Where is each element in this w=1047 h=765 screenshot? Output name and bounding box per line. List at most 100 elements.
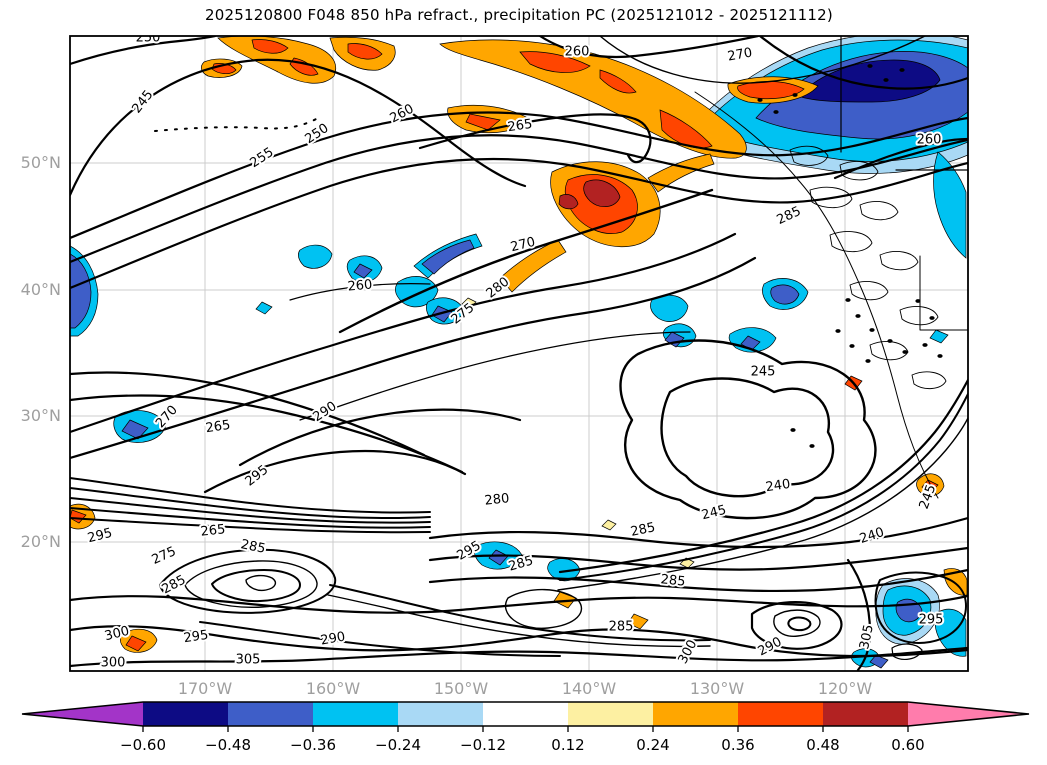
terrain-speck xyxy=(790,428,796,432)
contour-line xyxy=(829,231,873,253)
colorbar-tick-label: −0.48 xyxy=(205,736,251,754)
colorbar-tick-label: 0.12 xyxy=(551,736,584,754)
colorbar-segment xyxy=(823,702,908,726)
precip-pc-shaded-region xyxy=(499,239,567,293)
contour-line xyxy=(849,281,889,301)
colorbar-segment xyxy=(143,702,228,726)
precip-pc-shaded-region xyxy=(558,194,579,210)
contour-line xyxy=(289,283,431,301)
lat-tick-label: 20°N xyxy=(21,532,61,551)
lat-tick-label: 30°N xyxy=(21,406,61,425)
colorbar-segment xyxy=(228,702,313,726)
contour-line xyxy=(70,507,431,529)
precip-pc-shaded-region xyxy=(519,51,591,73)
contour-label: 285 xyxy=(660,572,686,590)
contour-line xyxy=(919,255,968,331)
precip-pc-shaded-region xyxy=(583,179,621,207)
contour-line xyxy=(70,497,431,524)
contour-line xyxy=(70,36,217,66)
terrain-speck xyxy=(899,68,905,72)
precip-pc-shaded-region xyxy=(121,419,149,440)
precip-pc-shaded-region xyxy=(601,519,617,531)
contour-label: 285 xyxy=(160,573,189,598)
contour-line xyxy=(338,188,714,334)
precip-pc-shaded-region xyxy=(869,654,889,669)
precip-pc-shaded-region xyxy=(650,294,689,322)
contour-line xyxy=(70,157,968,290)
contour-line xyxy=(70,58,527,197)
contour-label: 275 xyxy=(150,544,179,568)
contour-label: 260 xyxy=(565,45,590,60)
contour-line xyxy=(789,145,829,166)
terrain-speck xyxy=(865,359,871,363)
contour-label: 270 xyxy=(726,45,753,64)
terrain-speck xyxy=(883,78,889,82)
precip-pc-shaded-region xyxy=(125,635,147,652)
contour-label: 245 xyxy=(751,365,776,380)
contour-line xyxy=(70,477,431,514)
precip-pc-shaded-region xyxy=(933,151,967,259)
contour-label: 260 xyxy=(347,277,373,294)
terrain-speck xyxy=(915,299,921,303)
contour-line xyxy=(238,408,522,467)
contour-line xyxy=(505,588,583,629)
colorbar-segment xyxy=(568,702,653,726)
terrain-speck xyxy=(855,314,861,318)
colorbar-segment xyxy=(483,702,568,726)
contour-line xyxy=(619,339,877,520)
contour-line xyxy=(70,394,464,474)
colorbar-tick-label: 0.24 xyxy=(636,736,669,754)
contour-line xyxy=(184,560,318,608)
contour-label: 250 xyxy=(136,31,161,46)
colorbar-tick-label: −0.12 xyxy=(460,736,506,754)
precip-pc-shaded-region xyxy=(298,244,333,269)
contour-label: 255 xyxy=(248,145,277,171)
lon-tick-label: 130°W xyxy=(690,679,745,698)
contour-label: 270 xyxy=(509,235,537,256)
contour-line xyxy=(660,377,835,498)
contour-line xyxy=(787,616,812,632)
contour-line xyxy=(599,36,926,84)
colorbar-segment xyxy=(398,702,483,726)
contour-label: 295 xyxy=(183,628,210,646)
contour-label: 305 xyxy=(857,623,877,650)
contour-label: 280 xyxy=(484,491,510,509)
precip-pc-shaded-region xyxy=(627,613,649,630)
contour-label: 240 xyxy=(858,525,886,547)
precip-pc-shaded-region xyxy=(353,263,373,279)
contour-line xyxy=(538,36,760,59)
contour-line xyxy=(70,232,737,434)
terrain-speck xyxy=(773,110,779,114)
contour-line xyxy=(911,371,947,389)
contour-line xyxy=(70,256,757,460)
contour-line xyxy=(70,487,431,520)
contour-label: 265 xyxy=(507,117,534,135)
precip-pc-shaded-region xyxy=(647,153,715,193)
contour-label: 285 xyxy=(775,204,804,228)
colorbar-tick-label: −0.24 xyxy=(375,736,421,754)
contour-line xyxy=(557,417,968,591)
precip-pc-shaded-region xyxy=(921,479,939,493)
contour-line xyxy=(758,36,968,90)
contour-line xyxy=(418,113,652,164)
terrain-speck xyxy=(887,339,893,343)
contour-line xyxy=(428,568,968,593)
precip-pc-shaded-region xyxy=(251,39,289,54)
precip-pc-shaded-region xyxy=(659,109,713,149)
terrain-speck xyxy=(869,328,875,332)
colorbar-tick-label: −0.60 xyxy=(120,736,166,754)
precip-pc-shaded-region xyxy=(421,239,475,275)
terrain-speck xyxy=(849,344,855,348)
contour-line xyxy=(899,306,939,326)
map-inner: 250 245 255 250 260 265 260 270 260 285 270 280 275 2… xyxy=(70,31,968,671)
colorbar-tick-label: 0.48 xyxy=(806,736,839,754)
contour-label: 300 xyxy=(676,638,701,667)
contour-line xyxy=(750,601,843,650)
precip-pc-shaded-region xyxy=(770,284,800,305)
contour-label: 290 xyxy=(319,629,346,648)
colorbar-tick-label: 0.60 xyxy=(891,736,924,754)
contour-line xyxy=(70,646,968,668)
terrain-speck xyxy=(929,316,935,320)
